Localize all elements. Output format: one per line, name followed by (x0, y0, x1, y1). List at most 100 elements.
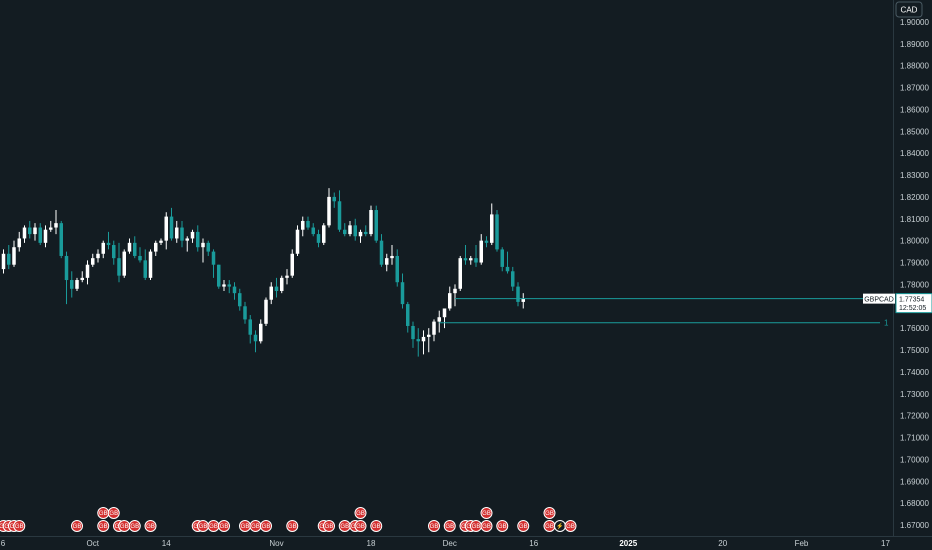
candle-body (500, 249, 504, 267)
event-marker-label: GB (288, 524, 297, 530)
economic-event-icon[interactable]: GB (13, 520, 26, 532)
candle-body (112, 245, 116, 259)
candle (75, 277, 79, 291)
economic-event-icon[interactable]: GB (480, 507, 493, 519)
economic-event-icon[interactable]: GB (118, 520, 131, 532)
candle-body (227, 284, 231, 287)
candle-body (364, 231, 368, 235)
event-marker-label: GB (372, 524, 381, 530)
economic-event-icon[interactable]: GB (128, 520, 141, 532)
candle (458, 255, 462, 291)
lightning-event-icon[interactable]: ⚡ (554, 520, 566, 532)
economic-event-icon[interactable]: GB (260, 520, 272, 532)
candle-body (432, 321, 436, 335)
candle-body (479, 240, 483, 263)
candle (500, 247, 504, 272)
price-tick-label: 1.89000 (900, 40, 929, 49)
candle (437, 310, 441, 333)
candle (274, 277, 279, 298)
economic-event-icon[interactable]: GB (543, 520, 556, 532)
event-marker-label: GB (356, 524, 365, 530)
price-axis[interactable]: 1.67000 1.68000 1.69000 1.70000 1.71000 1.720… (900, 18, 929, 530)
economic-event-icon[interactable]: GB (107, 507, 120, 519)
candle (175, 220, 179, 243)
candle (190, 229, 195, 243)
candle (127, 238, 132, 254)
event-marker-label: GB (209, 524, 218, 530)
candle (1, 249, 6, 274)
economic-event-icon[interactable]: GB (323, 520, 335, 532)
economic-event-icon[interactable]: GB (338, 520, 351, 532)
economic-event-icon[interactable]: GB (218, 520, 230, 532)
currency-button[interactable]: CAD (895, 1, 923, 18)
candle (211, 249, 216, 278)
candle (379, 234, 384, 267)
candle (222, 280, 226, 291)
time-axis[interactable]: 6Oct14Nov18Dec16202520Feb17Mar17Apr14May (1, 539, 932, 548)
economic-event-icon[interactable]: GB (470, 520, 482, 532)
economic-event-icon[interactable]: GB (97, 520, 110, 532)
economic-event-icon[interactable]: GB (144, 520, 157, 532)
candle (117, 242, 121, 283)
candle-body (80, 277, 84, 281)
event-marker-label: GB (146, 524, 155, 530)
candle-body (316, 234, 321, 243)
candle-body (437, 317, 441, 322)
economic-event-icon[interactable]: GB (496, 520, 509, 532)
economic-event-icon[interactable]: GB (207, 520, 220, 532)
symbol-tag: GBPCAD (864, 297, 894, 304)
price-tick-label: 1.88000 (900, 62, 929, 71)
candle-body (12, 247, 16, 265)
economic-event-icon[interactable]: GB (71, 520, 83, 532)
candle-body (75, 280, 79, 289)
candle (96, 249, 100, 263)
event-marker-label: GB (482, 524, 491, 530)
candle (112, 240, 116, 265)
candle (253, 330, 258, 353)
economic-event-icon[interactable]: GB (249, 520, 262, 532)
price-tick-label: 1.67000 (900, 521, 929, 530)
economic-event-icon[interactable]: GB (370, 520, 383, 532)
event-marker-label: GB (99, 511, 108, 517)
price-tick-label: 1.80000 (900, 237, 929, 246)
candle (295, 225, 300, 256)
economic-event-icon[interactable]: GB (239, 520, 251, 532)
candle (448, 286, 452, 311)
candle (101, 240, 105, 259)
candle-body (411, 325, 415, 340)
candle-body (222, 284, 226, 287)
candle (12, 240, 16, 267)
time-tick-label: 6 (1, 539, 6, 548)
horizontal-level-label: 1 (884, 319, 889, 328)
candle (196, 225, 200, 252)
candle-body (390, 255, 394, 259)
economic-event-icon[interactable]: GB (517, 520, 530, 532)
economic-event-icon[interactable]: GB (286, 520, 299, 532)
price-tick-label: 1.71000 (900, 434, 929, 443)
time-tick-label: Oct (87, 539, 100, 548)
candle (364, 225, 368, 237)
economic-event-icon[interactable]: GB (443, 520, 456, 532)
time-tick-label: 18 (367, 539, 376, 548)
candle-body (474, 258, 478, 263)
candle-body (28, 227, 32, 235)
candle (85, 260, 90, 285)
economic-event-icon[interactable]: GB (564, 520, 577, 532)
event-marker-label: GB (545, 511, 554, 517)
economic-event-icon[interactable]: GB (480, 520, 493, 532)
candle-body (138, 255, 142, 261)
candle-body (154, 242, 158, 252)
economic-event-icon[interactable]: GB (97, 507, 110, 519)
economic-event-icon[interactable]: GB (354, 507, 367, 519)
price-tick-label: 1.81000 (900, 215, 929, 224)
candle (238, 288, 242, 311)
candle-body (253, 334, 258, 342)
economic-event-icon[interactable]: GB (428, 520, 440, 532)
economic-event-icon[interactable]: GB (197, 520, 209, 532)
candle-body (280, 277, 284, 291)
economic-event-icon[interactable]: GB (354, 520, 367, 532)
economic-event-icon[interactable]: GB (543, 507, 556, 519)
candle (185, 236, 189, 252)
